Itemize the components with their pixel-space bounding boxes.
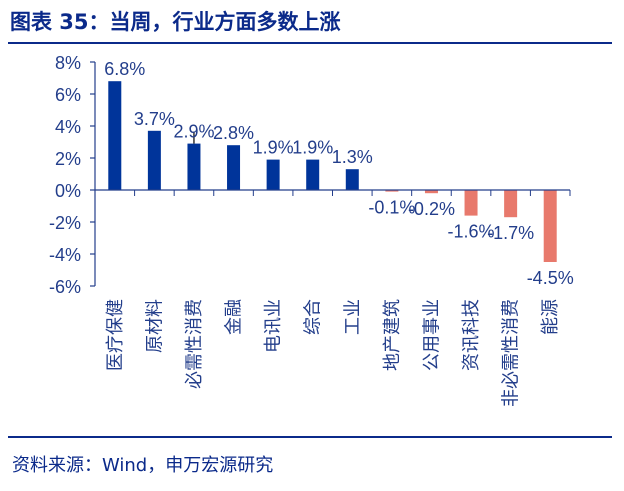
x-tick-label: 公用事业: [421, 299, 441, 371]
data-label: 1.3%: [332, 147, 373, 167]
x-tick-label: 金融: [224, 299, 244, 335]
data-labels: 6.8%3.7%2.9%2.8%1.9%1.9%1.3%-0.1%-0.2%-1…: [104, 59, 573, 288]
data-label: 1.9%: [292, 138, 333, 158]
x-tick-label: 电讯业: [263, 299, 283, 353]
data-label: 1.9%: [253, 138, 294, 158]
bar-金融: [227, 145, 241, 190]
bar-综合: [306, 159, 320, 190]
y-tick-labels: 8% 6% 4% 2% 0% -2% -4% -6%: [49, 53, 81, 297]
y-tick-label: -4%: [49, 245, 81, 265]
x-tick-labels: 医疗保健 原材料 必需性消费 金融 电讯业 综合 工业 地产建筑 公用事业 资讯科技 非必需性消费能…: [105, 299, 560, 407]
bar-必需性消费: [187, 143, 201, 190]
x-tick-label: 非必需性消费: [501, 299, 521, 407]
data-label: 3.7%: [134, 109, 175, 129]
y-tick-label: -6%: [49, 277, 81, 297]
axes-group: [90, 61, 571, 287]
x-tick-label: 必需性消费: [184, 299, 204, 389]
bar-公用事业: [424, 190, 438, 194]
y-tick-label: 4%: [55, 117, 81, 137]
source-divider: [8, 436, 612, 438]
x-tick-label: 资讯科技: [461, 299, 481, 371]
x-tick-label: 医疗保健: [105, 299, 125, 371]
data-label: -1.6%: [448, 222, 495, 242]
x-tick-label: 能源: [540, 299, 560, 335]
bar-原材料: [147, 130, 161, 190]
bar-资讯科技: [464, 190, 478, 216]
title-divider: [8, 42, 612, 44]
bar-电讯业: [266, 159, 280, 190]
x-tick-label: 工业: [342, 299, 362, 335]
data-label: 2.8%: [213, 123, 254, 143]
bar-能源: [543, 190, 557, 262]
y-tick-label: 0%: [55, 181, 81, 201]
data-label: 6.8%: [104, 59, 145, 79]
bar-医疗保健: [108, 81, 122, 190]
bar-工业: [345, 169, 359, 190]
bar-地产建筑: [385, 190, 399, 192]
bar-非必需性消费: [504, 190, 518, 218]
chart-title: 图表 35：当周，行业方面多数上涨: [10, 10, 341, 34]
data-label: 2.9%: [173, 122, 214, 142]
data-label: -0.1%: [368, 198, 415, 218]
data-label: -4.5%: [527, 268, 574, 288]
data-label: -0.2%: [408, 199, 455, 219]
x-tick-label: 综合: [303, 299, 323, 335]
y-tick-label: 2%: [55, 149, 81, 169]
y-tick-label: 6%: [55, 85, 81, 105]
bars-group: [108, 81, 557, 262]
source-note: 资料来源：Wind，申万宏源研究: [12, 455, 274, 476]
x-tick-label: 原材料: [144, 299, 164, 353]
data-label: -1.7%: [487, 223, 534, 243]
x-tick-label: 地产建筑: [382, 299, 402, 371]
y-tick-label: 8%: [55, 53, 81, 73]
y-tick-label: -2%: [49, 213, 81, 233]
